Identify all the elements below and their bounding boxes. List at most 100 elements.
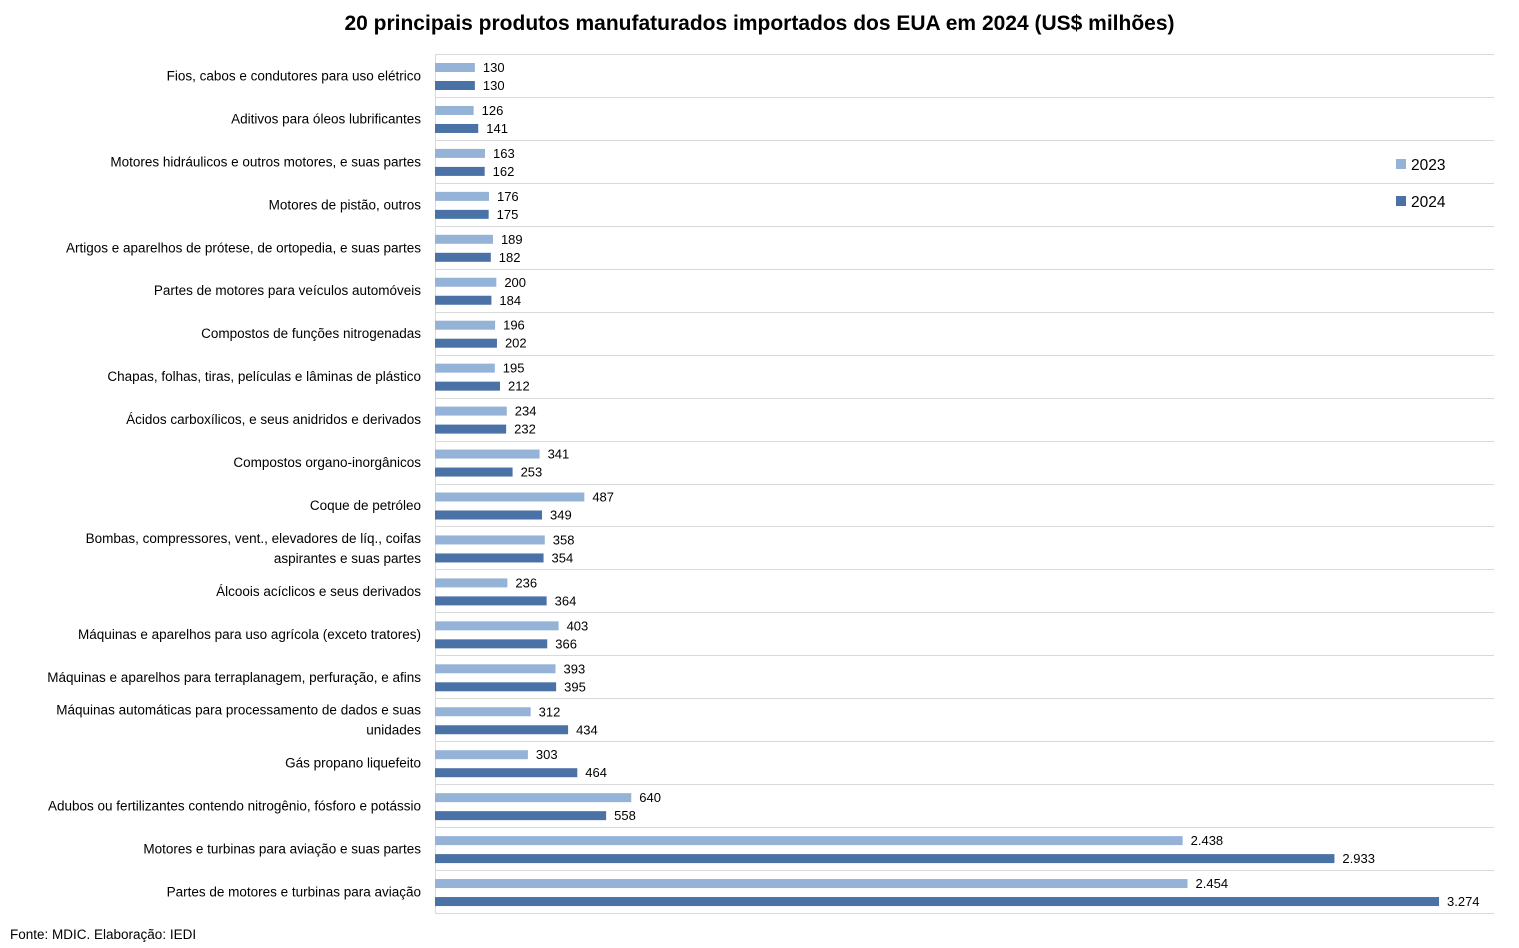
bar-2023-7 [435, 320, 496, 330]
value-label-2023-9: 234 [515, 404, 537, 419]
value-label-2024-20: 3.274 [1447, 894, 1480, 909]
bar-2024-3 [435, 166, 485, 176]
category-label-13: Álcoois acíclicos e seus derivados [216, 584, 421, 599]
bar-2023-11 [435, 492, 585, 502]
category-label-12: Bombas, compressores, vent., elevadores … [86, 531, 422, 546]
bar-2023-2 [435, 105, 474, 115]
bar-2024-15 [435, 682, 557, 692]
value-label-2023-6: 200 [504, 275, 526, 290]
value-label-2024-16: 434 [576, 722, 598, 737]
value-label-2023-7: 196 [503, 318, 525, 333]
value-labels: 130 130 126 141 163 162 176 175 189 182 200 184 196 2… [482, 60, 1480, 909]
bar-2023-18 [435, 793, 632, 803]
bar-2024-19 [435, 854, 1335, 864]
value-label-2024-14: 366 [555, 636, 577, 651]
value-label-2023-8: 195 [503, 361, 525, 376]
value-label-2024-12: 354 [552, 550, 574, 565]
bar-2024-2 [435, 123, 479, 133]
bar-2023-17 [435, 750, 528, 760]
category-label-11: Coque de petróleo [310, 498, 421, 513]
value-label-2023-4: 176 [497, 189, 519, 204]
bar-2023-8 [435, 363, 495, 373]
bar-2023-4 [435, 191, 489, 201]
bar-2024-4 [435, 209, 489, 219]
bar-2023-19 [435, 836, 1183, 846]
value-label-2024-1: 130 [483, 78, 505, 93]
bar-2023-9 [435, 406, 507, 416]
bars [435, 63, 1439, 907]
bar-2024-16 [435, 725, 569, 735]
value-label-2024-7: 202 [505, 336, 527, 351]
value-label-2023-2: 126 [482, 103, 504, 118]
value-label-2023-19: 2.438 [1191, 833, 1224, 848]
category-label-5: Artigos e aparelhos de prótese, de ortop… [66, 240, 421, 255]
value-label-2023-5: 189 [501, 232, 523, 247]
bar-2024-20 [435, 897, 1439, 907]
value-label-2024-6: 184 [499, 293, 521, 308]
legend-label-2023: 2023 [1411, 157, 1445, 174]
value-label-2024-3: 162 [493, 164, 515, 179]
bar-2024-18 [435, 811, 607, 821]
value-label-2024-9: 232 [514, 422, 536, 437]
bar-2023-20 [435, 879, 1188, 889]
bar-2024-1 [435, 81, 475, 90]
legend-swatch-2023 [1396, 159, 1406, 169]
value-label-2024-5: 182 [499, 250, 521, 265]
bar-2024-9 [435, 424, 507, 434]
value-label-2024-11: 349 [550, 508, 572, 523]
bar-2024-10 [435, 467, 513, 477]
category-label-15: Máquinas e aparelhos para terraplanagem,… [47, 670, 421, 685]
value-label-2024-2: 141 [486, 121, 508, 136]
legend: 2023 2024 [1387, 146, 1459, 222]
category-label-12: aspirantes e suas partes [274, 551, 421, 566]
value-label-2023-3: 163 [493, 146, 515, 161]
category-label-2: Aditivos para óleos lubrificantes [231, 111, 421, 126]
value-label-2024-17: 464 [585, 765, 607, 780]
bar-2024-11 [435, 510, 543, 520]
bar-2024-7 [435, 338, 497, 348]
bar-2023-6 [435, 277, 497, 287]
bar-2024-17 [435, 768, 578, 778]
category-label-3: Motores hidráulicos e outros motores, e … [110, 154, 421, 169]
bar-2024-14 [435, 639, 548, 649]
value-label-2023-14: 403 [567, 618, 589, 633]
bar-2024-6 [435, 295, 492, 305]
bar-2023-3 [435, 148, 485, 158]
value-label-2023-10: 341 [548, 447, 570, 462]
category-label-19: Motores e turbinas para aviação e suas p… [143, 842, 421, 857]
value-label-2024-18: 558 [614, 808, 636, 823]
bar-2023-15 [435, 664, 556, 674]
value-label-2023-1: 130 [483, 60, 505, 75]
bar-2023-5 [435, 234, 493, 244]
category-label-20: Partes de motores e turbinas para aviaçã… [167, 885, 421, 900]
value-label-2024-10: 253 [521, 465, 543, 480]
bar-2023-1 [435, 63, 475, 72]
chart-title: 20 principais produtos manufaturados imp… [344, 12, 1175, 35]
bar-2024-12 [435, 553, 544, 563]
bar-2024-5 [435, 252, 491, 262]
value-label-2023-16: 312 [539, 704, 561, 719]
value-label-2023-17: 303 [536, 747, 558, 762]
category-label-6: Partes de motores para veículos automóve… [154, 283, 421, 298]
value-label-2023-18: 640 [639, 790, 661, 805]
grid-lines [435, 54, 1494, 914]
category-label-17: Gás propano liquefeito [285, 756, 421, 771]
value-label-2023-20: 2.454 [1196, 876, 1229, 891]
bar-2024-8 [435, 381, 501, 391]
category-label-10: Compostos organo-inorgânicos [233, 455, 421, 470]
category-label-1: Fios, cabos e condutores para uso elétri… [167, 68, 421, 83]
value-label-2024-13: 364 [555, 593, 577, 608]
category-labels: Fios, cabos e condutores para uso elétri… [47, 68, 421, 899]
bar-2023-16 [435, 707, 531, 717]
source-note: Fonte: MDIC. Elaboração: IEDI [10, 927, 197, 942]
value-label-2023-13: 236 [515, 575, 537, 590]
bar-2023-12 [435, 535, 545, 545]
value-label-2024-19: 2.933 [1342, 851, 1375, 866]
category-label-8: Chapas, folhas, tiras, películas e lâmin… [107, 369, 421, 384]
value-label-2023-11: 487 [592, 490, 614, 505]
value-label-2024-15: 395 [564, 679, 586, 694]
category-label-16: Máquinas automáticas para processamento … [56, 703, 421, 718]
bar-2023-10 [435, 449, 540, 459]
category-label-14: Máquinas e aparelhos para uso agrícola (… [78, 627, 421, 642]
